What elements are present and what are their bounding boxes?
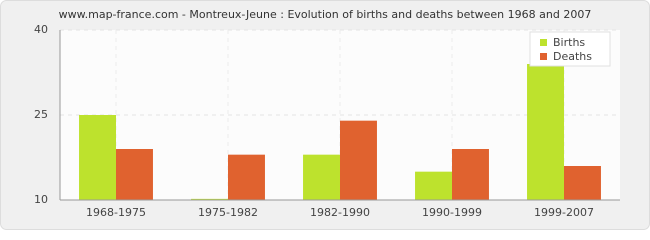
legend-swatch <box>540 53 547 60</box>
bar <box>452 149 489 200</box>
legend-box <box>529 31 611 67</box>
bar <box>303 154 340 200</box>
bar <box>79 115 116 200</box>
x-tick-label: 1975-1982 <box>198 206 258 219</box>
bar <box>527 64 564 200</box>
chart: www.map-france.com - Montreux-Jeune : Ev… <box>0 0 650 230</box>
bar <box>228 154 265 200</box>
bar <box>191 198 228 200</box>
legend-label: Deaths <box>553 50 592 63</box>
x-tick-label: 1982-1990 <box>310 206 370 219</box>
bar <box>116 149 153 200</box>
legend-swatch <box>540 39 547 46</box>
bar <box>340 120 377 200</box>
bar <box>415 171 452 200</box>
bar <box>564 166 601 200</box>
legend-label: Births <box>553 36 585 49</box>
x-tick-label: 1990-1999 <box>422 206 482 219</box>
chart-title: www.map-france.com - Montreux-Jeune : Ev… <box>59 8 592 21</box>
y-tick-label: 25 <box>34 108 48 121</box>
y-tick-label: 40 <box>34 23 48 36</box>
x-tick-label: 1999-2007 <box>534 206 594 219</box>
y-tick-label: 10 <box>34 193 48 206</box>
x-tick-label: 1968-1975 <box>86 206 146 219</box>
